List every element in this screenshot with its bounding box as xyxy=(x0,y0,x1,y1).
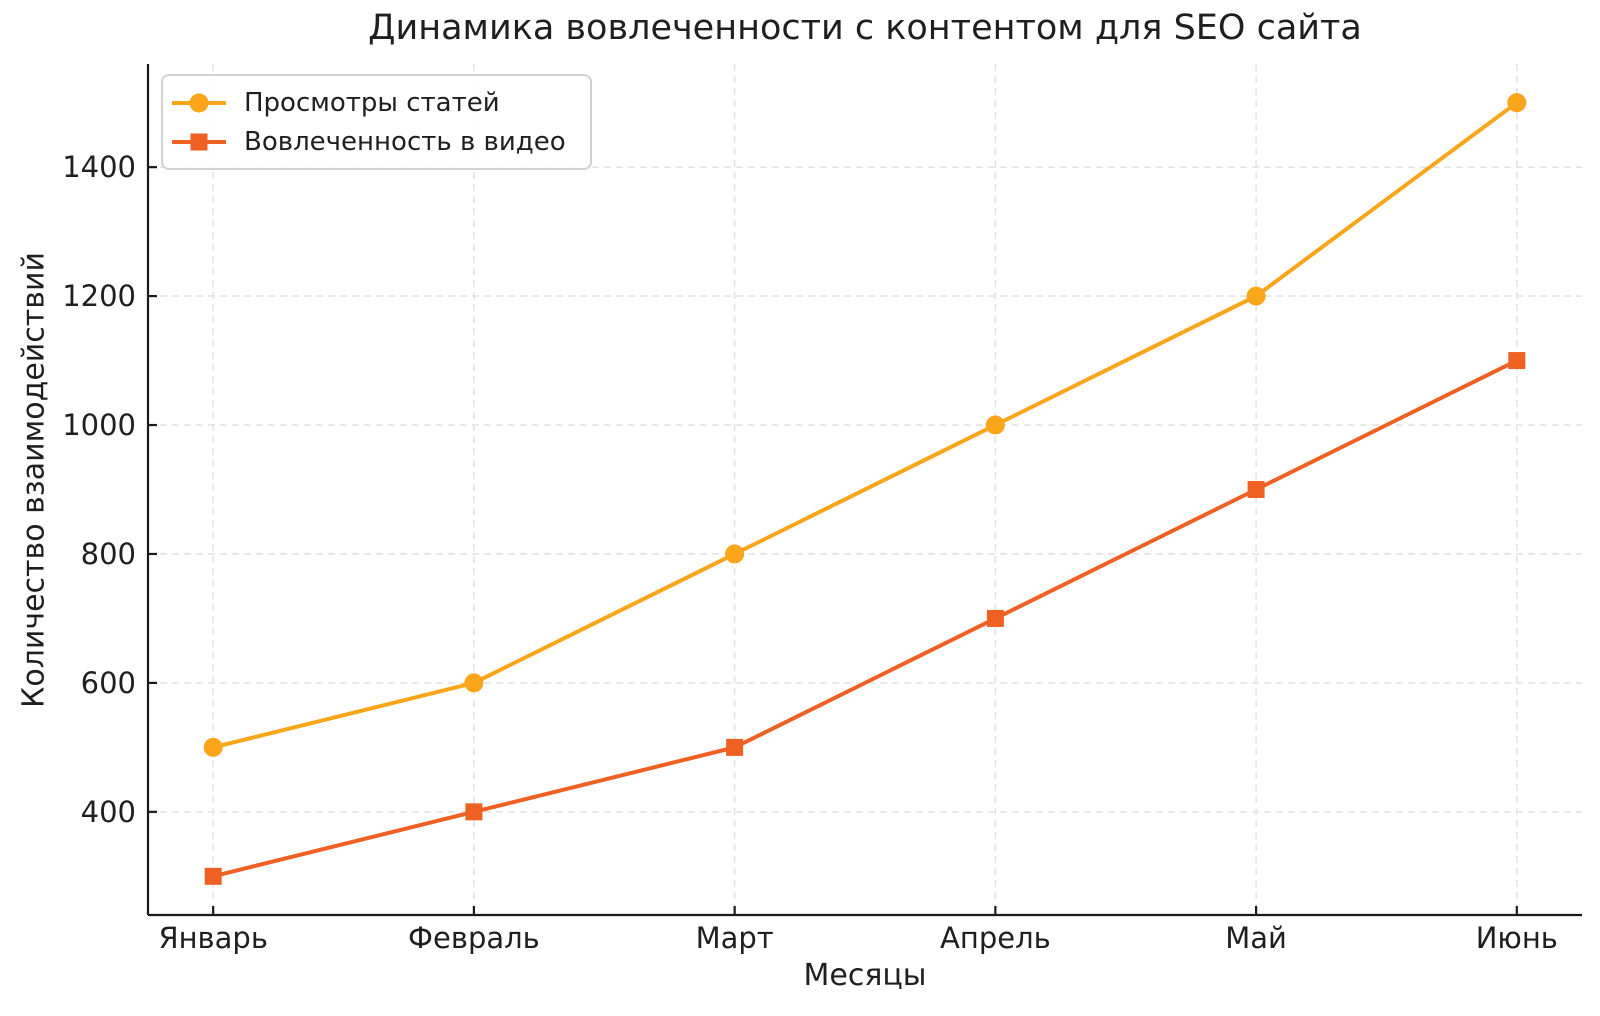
series-line-video-engagement xyxy=(211,358,1519,879)
circle-marker-icon xyxy=(985,415,1005,435)
circle-marker-icon xyxy=(189,93,209,112)
y-tick-label: 1200 xyxy=(62,279,136,313)
x-tick-label: Январь xyxy=(158,921,267,955)
legend-item-article-views: Просмотры статей xyxy=(172,86,566,119)
legend: Просмотры статей Вовлеченность в видео xyxy=(161,74,592,170)
circle-marker-icon xyxy=(203,737,223,757)
x-tick-label: Июнь xyxy=(1476,921,1558,955)
square-marker-icon xyxy=(465,803,483,821)
legend-sample-article-views xyxy=(172,91,226,115)
y-tick-label: 400 xyxy=(81,795,136,829)
y-axis-label: Количество взаимодействий xyxy=(16,252,52,708)
circle-marker-icon xyxy=(464,673,484,693)
square-marker-icon xyxy=(190,133,208,150)
y-tick-label: 600 xyxy=(81,666,136,700)
x-tick-label: Апрель xyxy=(940,921,1051,955)
legend-item-video-engagement: Вовлеченность в видео xyxy=(172,125,566,158)
square-marker-icon xyxy=(204,867,222,885)
x-tick-label: Май xyxy=(1225,921,1287,955)
square-marker-icon xyxy=(1247,481,1265,498)
circle-marker-icon xyxy=(1246,286,1266,306)
y-tick-label: 800 xyxy=(81,537,136,571)
x-axis-label: Месяцы xyxy=(803,958,927,993)
legend-sample-video-engagement xyxy=(172,130,226,154)
series-line-article-views xyxy=(211,100,1519,750)
y-tick-label: 1000 xyxy=(62,408,136,442)
y-tick-label: 1400 xyxy=(62,150,136,184)
square-marker-icon xyxy=(1508,352,1526,370)
square-marker-icon xyxy=(726,738,744,756)
legend-label-article-views: Просмотры статей xyxy=(244,87,500,118)
legend-label-video-engagement: Вовлеченность в видео xyxy=(244,126,566,157)
x-tick-label: Февраль xyxy=(408,921,540,955)
chart-title: Динамика вовлеченности с контентом для S… xyxy=(368,8,1362,48)
square-marker-icon xyxy=(986,609,1004,627)
circle-marker-icon xyxy=(1507,93,1527,113)
circle-marker-icon xyxy=(725,544,745,564)
x-tick-label: Март xyxy=(696,921,774,955)
